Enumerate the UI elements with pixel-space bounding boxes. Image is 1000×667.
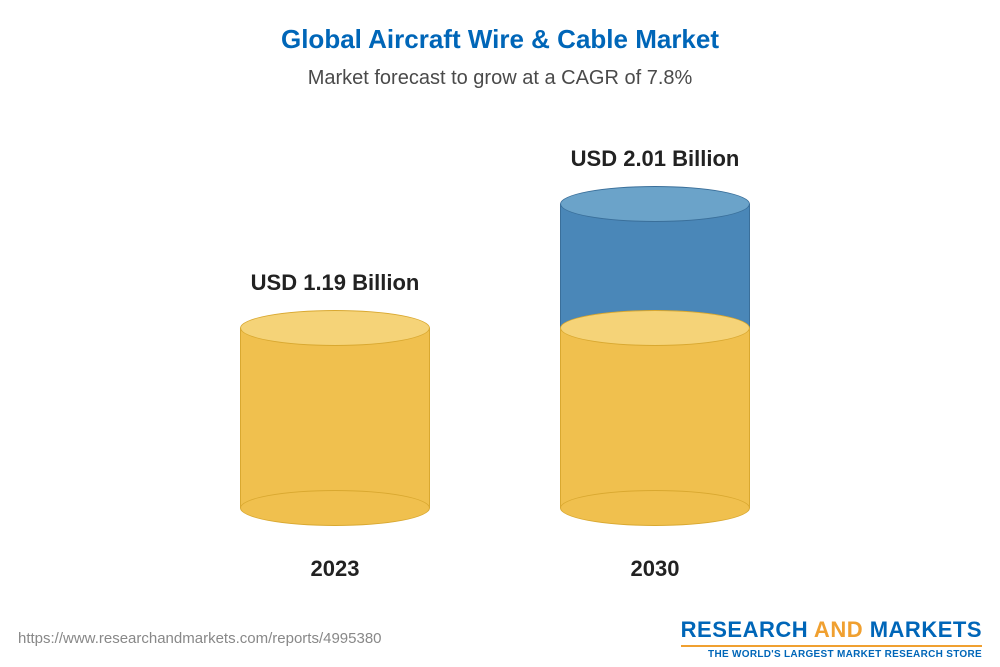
value-label: USD 2.01 Billion (571, 146, 740, 172)
source-url: https://www.researchandmarkets.com/repor… (18, 630, 382, 647)
cylinder-segment (560, 328, 750, 508)
cylinder-top-ellipse (240, 310, 430, 346)
value-label: USD 1.19 Billion (251, 270, 420, 296)
logo-text: RESEARCH AND MARKETS (681, 617, 982, 643)
bar-2023: USD 1.19 Billion 2023 (240, 270, 430, 582)
logo-part3: MARKETS (870, 617, 982, 642)
chart-subtitle: Market forecast to grow at a CAGR of 7.8… (0, 67, 1000, 90)
year-label: 2030 (631, 556, 680, 582)
cylinder-bottom-ellipse (240, 490, 430, 526)
logo-part2: AND (808, 617, 870, 642)
chart-area: USD 1.19 Billion2023USD 2.01 Billion2030 (0, 110, 1000, 550)
cylinder (240, 310, 430, 526)
cylinder-top-ellipse (560, 186, 750, 222)
footer: https://www.researchandmarkets.com/repor… (0, 617, 1000, 667)
bar-2030: USD 2.01 Billion 2030 (560, 146, 750, 582)
year-label: 2023 (311, 556, 360, 582)
chart-title: Global Aircraft Wire & Cable Market (0, 0, 1000, 55)
cylinder-top-ellipse (560, 310, 750, 346)
logo-part1: RESEARCH (681, 617, 808, 642)
cylinder (560, 186, 750, 526)
cylinder-bottom-ellipse (560, 490, 750, 526)
logo-tagline: THE WORLD'S LARGEST MARKET RESEARCH STOR… (681, 645, 982, 660)
brand-logo: RESEARCH AND MARKETS THE WORLD'S LARGEST… (681, 617, 982, 660)
cylinder-segment (240, 328, 430, 508)
